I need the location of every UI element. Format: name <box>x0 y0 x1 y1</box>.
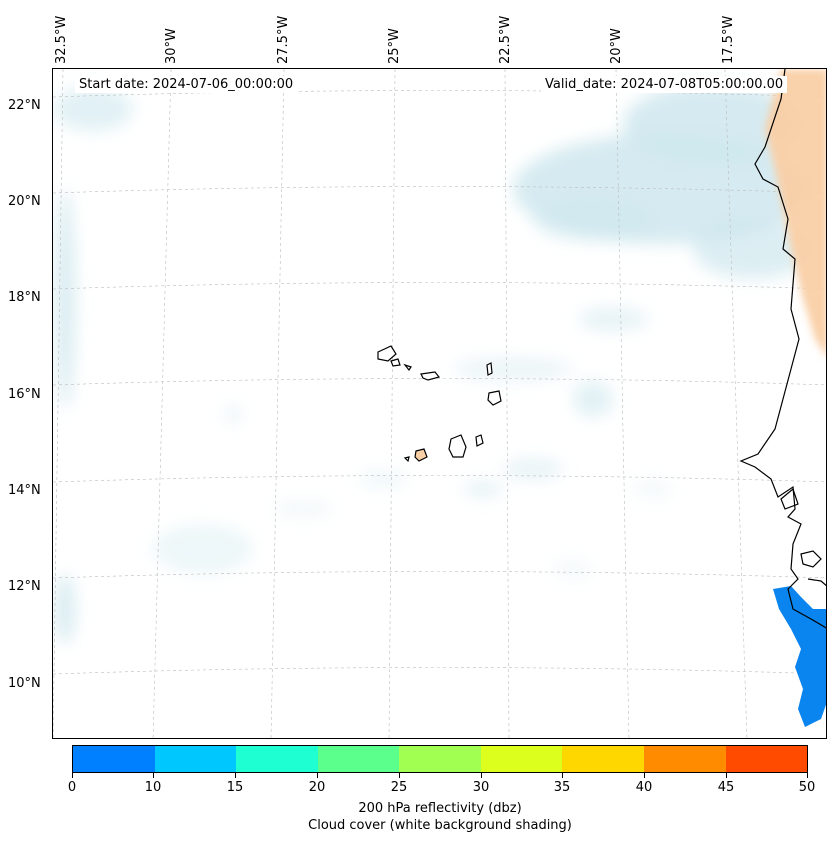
colorbar <box>72 745 808 773</box>
colorbar-tick-label: 30 <box>472 780 490 795</box>
colorbar-label: 200 hPa reflectivity (dbz) <box>358 801 522 816</box>
lat-label-20n: 20°N <box>8 194 41 209</box>
gridlines <box>53 69 826 738</box>
colorbar-segment-35-40 <box>562 746 644 772</box>
colorbar-tick-label: 50 <box>798 780 816 795</box>
lat-label-14n: 14°N <box>8 483 41 498</box>
map-area[interactable] <box>52 68 827 739</box>
colorbar-tick-label: 20 <box>308 780 326 795</box>
lon-label-20w: 20°W <box>609 28 624 64</box>
colorbar-tick-label: 0 <box>67 780 77 795</box>
colorbar-tick-mark <box>807 773 808 778</box>
cloud-cover-shading <box>53 84 813 644</box>
colorbar-sublabel: Cloud cover (white background shading) <box>308 818 572 833</box>
colorbar-segment-10-15 <box>154 746 237 772</box>
colorbar-tick-mark <box>72 773 73 778</box>
colorbar-segment-30-35 <box>480 746 563 772</box>
colorbar-tick-mark <box>481 773 482 778</box>
start-date-label: Start date: 2024-07-06_00:00:00 <box>75 76 298 93</box>
colorbar-tick-label: 10 <box>144 780 162 795</box>
colorbar-segment-20-25 <box>317 746 400 772</box>
lon-label-25w: 25°W <box>387 28 402 64</box>
lat-label-16n: 16°N <box>8 387 41 402</box>
colorbar-tick-mark <box>153 773 154 778</box>
colorbar-segment-15-20 <box>236 746 318 772</box>
colorbar-segment-45-50 <box>725 746 808 772</box>
colorbar-tick-label: 45 <box>717 780 735 795</box>
colorbar-tick-label: 35 <box>553 780 571 795</box>
valid-date-label: Valid_date: 2024-07-08T05:00:00.00 <box>541 76 788 93</box>
colorbar-segment-40-45 <box>643 746 726 772</box>
colorbar-tick-mark <box>235 773 236 778</box>
map-canvas <box>53 69 826 738</box>
coastline <box>739 69 826 629</box>
lon-label-30w: 30°W <box>164 28 179 64</box>
lon-label-17-5w: 17.5°W <box>721 15 736 64</box>
colorbar-tick-label: 25 <box>390 780 408 795</box>
colorbar-segment-25-30 <box>399 746 481 772</box>
lat-label-18n: 18°N <box>8 290 41 305</box>
colorbar-tick-label: 40 <box>635 780 653 795</box>
lon-label-27-5w: 27.5°W <box>276 15 291 64</box>
cape-verde-islands <box>377 345 502 463</box>
lon-label-32-5w: 32.5°W <box>54 15 69 64</box>
lat-label-10n: 10°N <box>8 676 41 691</box>
colorbar-segment-0-10 <box>73 746 155 772</box>
colorbar-tick-mark <box>562 773 563 778</box>
colorbar-tick-label: 15 <box>226 780 244 795</box>
colorbar-tick-mark <box>726 773 727 778</box>
colorbar-tick-mark <box>317 773 318 778</box>
lat-label-22n: 22°N <box>8 98 41 113</box>
lat-label-12n: 12°N <box>8 579 41 594</box>
lon-label-22-5w: 22.5°W <box>498 15 513 64</box>
reflectivity-blob <box>773 586 826 727</box>
warm-land-shading <box>765 69 826 356</box>
colorbar-tick-mark <box>644 773 645 778</box>
colorbar-tick-mark <box>399 773 400 778</box>
